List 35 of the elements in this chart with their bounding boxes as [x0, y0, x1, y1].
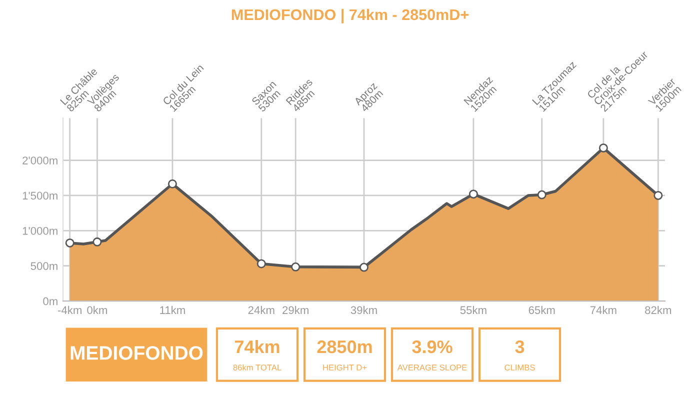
x-tick-label: 24km — [248, 306, 274, 314]
y-tick-label: 0m — [43, 297, 58, 306]
x-tick-label: 55km — [460, 306, 486, 314]
text: 3.9% — [412, 340, 452, 354]
text: AVERAGE SLOPE — [397, 364, 467, 370]
x-tick-label: -4km — [58, 306, 82, 314]
x-tick-label: 74km — [590, 306, 616, 314]
y-tick-label: 500m — [30, 262, 58, 270]
text: 74km — [234, 340, 280, 354]
text: CLIMBS — [504, 364, 535, 370]
x-tick-label: 65km — [528, 306, 555, 314]
point — [256, 259, 266, 268]
point — [65, 238, 74, 248]
text: 86km TOTAL — [233, 364, 282, 370]
point — [468, 190, 478, 199]
y-tick-label: 1'500m — [22, 192, 58, 200]
y-tick-label: 2'000m — [22, 156, 58, 164]
x-tick-label: 82km — [645, 306, 672, 314]
text: 2850m — [317, 340, 372, 354]
x-tick-label: 29km — [282, 306, 308, 314]
point — [168, 179, 177, 188]
text: 3 — [515, 340, 524, 354]
point — [537, 190, 546, 200]
x-tick-label: 0km — [87, 306, 107, 314]
point — [598, 143, 608, 152]
chart-title: MEDIOFONDO | 74km - 2850mD+ — [232, 8, 468, 24]
point — [654, 190, 663, 200]
point — [291, 262, 300, 272]
point — [360, 262, 368, 272]
point — [92, 237, 102, 246]
x-tick-label: 11km — [160, 306, 185, 314]
text: HEIGHT D+ — [323, 364, 367, 370]
x-tick-label: 39km — [350, 306, 377, 314]
y-tick-label: 1'000m — [22, 226, 58, 235]
text: MEDIOFONDO — [70, 346, 203, 360]
